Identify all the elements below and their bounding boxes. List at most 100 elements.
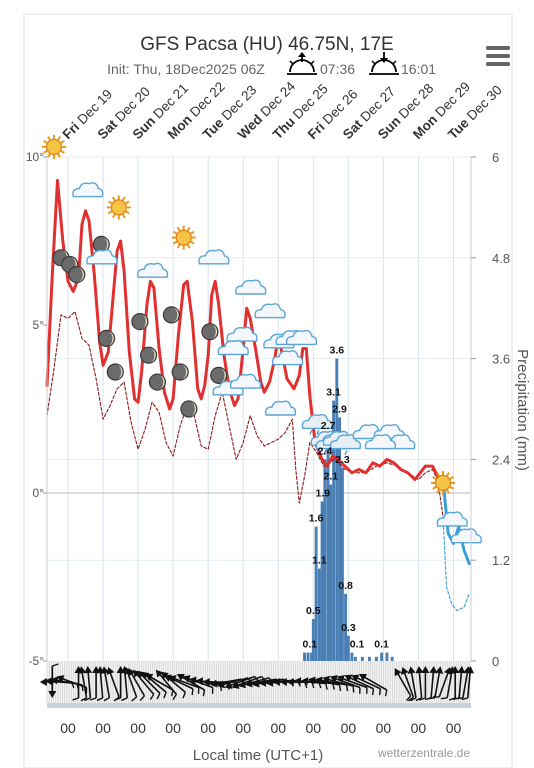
wind-barb xyxy=(461,666,474,701)
sun-ray xyxy=(57,153,61,158)
sun-ray xyxy=(125,200,130,205)
wind-barb-head xyxy=(351,674,360,682)
wind-barb-head xyxy=(401,666,409,675)
moon-crescent xyxy=(141,314,148,330)
x-tick-label: 00 xyxy=(341,720,357,736)
precip-value-label: 1.6 xyxy=(309,513,324,525)
cloud-icon xyxy=(450,528,482,544)
sun-ray xyxy=(436,472,440,477)
wind-barb-flag xyxy=(211,687,214,694)
hamburger-menu-icon[interactable] xyxy=(486,44,511,68)
wind-barb-head xyxy=(128,668,136,677)
precip-value-label: 2.9 xyxy=(332,403,347,415)
precip-bar xyxy=(335,358,339,661)
moon-crescent xyxy=(78,267,85,283)
sun-disc xyxy=(175,229,192,246)
precip-value-label: 2.7 xyxy=(321,420,336,432)
rain-drop xyxy=(344,450,348,455)
wind-barb-flag xyxy=(114,697,121,701)
cloud-shape xyxy=(217,339,249,356)
wind-barb-flag xyxy=(366,687,368,694)
wind-barb-head xyxy=(272,678,280,686)
moon-crescent xyxy=(190,401,197,417)
moon-icon xyxy=(140,346,158,364)
wind-barb-head xyxy=(39,678,47,686)
x-tick-label: 00 xyxy=(306,720,322,736)
grid xyxy=(47,156,471,661)
moon-icon xyxy=(106,363,124,381)
wind-barb xyxy=(133,669,155,701)
precip-bar xyxy=(340,467,344,661)
wind-barb-flag xyxy=(448,697,456,701)
wind-barb-head xyxy=(48,691,57,698)
wind-barb-shaft xyxy=(218,677,249,687)
weather-symbols xyxy=(42,134,482,544)
sun-disc xyxy=(45,138,63,155)
wind-barb-head xyxy=(465,666,474,674)
sunrise-time: 07:36 xyxy=(320,61,355,77)
wind-barb-flag xyxy=(371,688,375,696)
wind-barb-shaft xyxy=(108,668,120,698)
wind-barb-flag xyxy=(384,689,388,697)
precip-bar xyxy=(353,656,357,661)
moon-icon xyxy=(92,235,110,253)
cloud-icon xyxy=(436,511,468,527)
init-text: Init: Thu, 18Dec2025 06Z xyxy=(107,61,265,77)
wind-barb-shaft xyxy=(138,671,161,694)
wind-barb-shaft xyxy=(125,668,138,698)
x-tick-label: 00 xyxy=(235,720,251,736)
precip-value-label: 0.3 xyxy=(341,622,356,634)
wind-barb-head xyxy=(394,668,402,677)
wind-barb-flag xyxy=(191,688,194,696)
wind-barb-head xyxy=(78,666,87,674)
wind-barb-head xyxy=(133,669,141,678)
wind-barb xyxy=(128,668,146,702)
wind-barb-flag xyxy=(149,693,155,701)
wind-barb-flag xyxy=(407,696,414,702)
rain-cloud-icon xyxy=(301,413,333,435)
wind-barb-flag xyxy=(80,697,87,702)
precip-value-label: 1.9 xyxy=(315,487,330,499)
wind-barb-flag xyxy=(52,663,59,667)
wind-barb-flag xyxy=(359,687,361,694)
sun-ray xyxy=(186,226,191,232)
wind-barb xyxy=(168,675,200,694)
x-tick-label: 00 xyxy=(95,720,111,736)
wind-barb-flag xyxy=(84,697,91,702)
wind-barb-shaft xyxy=(239,677,270,687)
wind-barb-head xyxy=(279,678,287,686)
chart-title: GFS Pacsa (HU) 46.75N, 17E xyxy=(140,34,393,55)
wind-barb-head xyxy=(56,675,65,683)
sun-ray xyxy=(432,486,437,490)
sun-disc xyxy=(110,199,127,216)
wind-barb-flag xyxy=(163,692,167,699)
cloud-icon xyxy=(229,373,262,389)
cloud-icon xyxy=(285,329,318,346)
moon-disc xyxy=(201,323,219,341)
wind-barb-head xyxy=(265,678,274,687)
axes: 10° 5° 0° -5° 6 4.8 3.6 2.4 1.2 0 xyxy=(26,150,510,669)
cloud-shape xyxy=(226,326,258,342)
wind-barb-head xyxy=(217,680,226,689)
sunset-icon xyxy=(369,52,399,75)
cloud-shape xyxy=(271,350,304,366)
sun-icon xyxy=(171,225,196,250)
wind-barb-head xyxy=(322,675,331,684)
sun-ray xyxy=(436,489,440,494)
sun-ray xyxy=(57,136,61,141)
cloud-icon xyxy=(364,434,397,450)
moon-icon xyxy=(210,366,228,384)
wind-barb-head xyxy=(415,666,424,674)
wind-barb xyxy=(415,666,424,702)
wind-barb xyxy=(329,675,361,694)
precip-value-label: 0.1 xyxy=(374,639,389,651)
precip-tick-label: 3.6 xyxy=(492,352,510,367)
wind-barb-flag xyxy=(89,697,97,701)
wind-barb-head xyxy=(315,676,323,685)
wind-barb-head xyxy=(145,674,154,681)
credit[interactable]: wetterzentrale.de xyxy=(377,746,470,760)
moon-disc xyxy=(140,346,158,364)
sun-ray xyxy=(107,210,113,215)
precip-bar xyxy=(311,619,315,661)
moon-crescent xyxy=(182,364,188,380)
